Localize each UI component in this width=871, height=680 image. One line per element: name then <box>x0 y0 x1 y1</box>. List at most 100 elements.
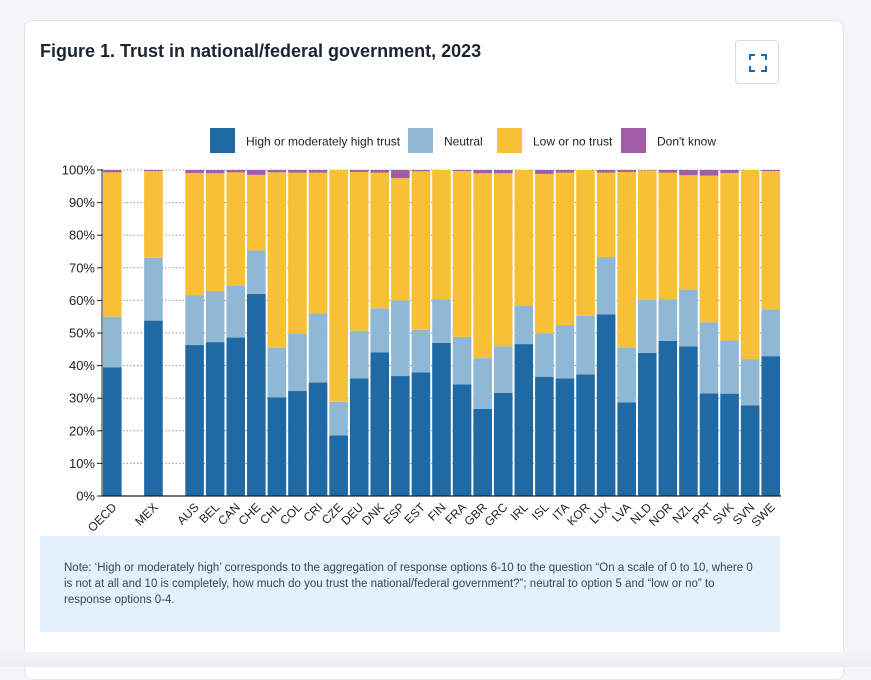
legend-label-neutral: Neutral <box>444 135 483 149</box>
bar-lva-neutral <box>617 347 636 402</box>
x-tick-label: MEX <box>132 500 160 528</box>
bar-can-high-or-moderately-high-trust <box>226 338 245 496</box>
bar-lva-don-t-know <box>617 170 636 172</box>
x-tick-label: IRL <box>508 500 531 523</box>
bar-aus-don-t-know <box>185 170 204 173</box>
page-footer-edge <box>0 652 871 667</box>
bar-prt-don-t-know <box>700 170 719 176</box>
bar-nzl-neutral <box>679 290 698 346</box>
bar-oecd-neutral <box>103 317 122 368</box>
y-tick-label: 30% <box>69 391 95 406</box>
bar-mex-high-or-moderately-high-trust <box>144 321 163 496</box>
bar-oecd-don-t-know <box>103 170 122 172</box>
bar-prt-high-or-moderately-high-trust <box>700 393 719 496</box>
bar-col-high-or-moderately-high-trust <box>288 391 307 496</box>
bar-grc-low-or-no-trust <box>494 173 513 346</box>
bar-nld-high-or-moderately-high-trust <box>638 353 657 496</box>
bar-che-don-t-know <box>247 170 266 175</box>
bar-cri-high-or-moderately-high-trust <box>309 383 328 496</box>
bar-che-low-or-no-trust <box>247 175 266 251</box>
x-tick-label: SWE <box>749 500 778 529</box>
bar-chl-low-or-no-trust <box>268 172 287 347</box>
expand-button[interactable] <box>735 40 779 84</box>
legend-label-high-or-moderately-high-trust: High or moderately high trust <box>246 135 401 149</box>
bar-swe-neutral <box>761 310 780 357</box>
bar-svk-neutral <box>720 341 739 394</box>
bar-fra-neutral <box>453 337 472 385</box>
bar-fra-high-or-moderately-high-trust <box>453 385 472 496</box>
bar-nld-low-or-no-trust <box>638 170 657 300</box>
bar-cze-neutral <box>329 402 348 436</box>
bar-gbr-high-or-moderately-high-trust <box>473 409 492 496</box>
bar-esp-high-or-moderately-high-trust <box>391 376 410 496</box>
bar-dnk-high-or-moderately-high-trust <box>370 352 389 496</box>
legend-label-low-or-no-trust: Low or no trust <box>533 135 613 149</box>
bar-lux-low-or-no-trust <box>597 173 616 257</box>
bar-lux-neutral <box>597 257 616 314</box>
bar-lva-high-or-moderately-high-trust <box>617 402 636 496</box>
y-tick-label: 50% <box>69 326 95 341</box>
x-tick-label: NZL <box>670 500 696 526</box>
bar-bel-low-or-no-trust <box>206 173 225 291</box>
bar-chl-neutral <box>268 348 287 398</box>
bar-svn-high-or-moderately-high-trust <box>741 405 760 496</box>
bar-aus-low-or-no-trust <box>185 173 204 296</box>
bar-dnk-low-or-no-trust <box>370 173 389 309</box>
bar-che-neutral <box>247 251 266 294</box>
bar-est-don-t-know <box>412 170 431 171</box>
bar-svk-low-or-no-trust <box>720 173 739 341</box>
bar-dnk-don-t-know <box>370 170 389 173</box>
figure-title: Figure 1. Trust in national/federal gove… <box>40 41 481 62</box>
y-tick-label: 60% <box>69 293 95 308</box>
bar-kor-low-or-no-trust <box>576 170 595 316</box>
bar-isl-high-or-moderately-high-trust <box>535 377 554 496</box>
bar-nor-don-t-know <box>659 170 678 173</box>
bar-nor-low-or-no-trust <box>659 173 678 299</box>
bar-nzl-high-or-moderately-high-trust <box>679 346 698 496</box>
bar-irl-low-or-no-trust <box>515 170 534 306</box>
legend-swatch-neutral <box>408 128 433 153</box>
bar-mex-low-or-no-trust <box>144 171 163 258</box>
bar-lux-don-t-know <box>597 170 616 173</box>
legend-swatch-low-or-no-trust <box>497 128 522 153</box>
bar-cze-low-or-no-trust <box>329 170 348 402</box>
legend-swatch-don-t-know <box>621 128 646 153</box>
bar-nor-high-or-moderately-high-trust <box>659 341 678 496</box>
bar-nld-neutral <box>638 300 657 353</box>
bar-fin-low-or-no-trust <box>432 170 451 299</box>
bar-ita-low-or-no-trust <box>556 173 575 326</box>
bar-ita-high-or-moderately-high-trust <box>556 378 575 496</box>
bar-swe-low-or-no-trust <box>761 171 780 310</box>
y-tick-label: 0% <box>76 489 95 504</box>
bar-deu-high-or-moderately-high-trust <box>350 378 369 496</box>
bar-can-don-t-know <box>226 170 245 172</box>
bar-aus-neutral <box>185 296 204 346</box>
bar-deu-don-t-know <box>350 170 369 172</box>
bar-ita-don-t-know <box>556 170 575 173</box>
x-tick-label: GRC <box>482 500 511 529</box>
bar-lva-low-or-no-trust <box>617 172 636 347</box>
bar-isl-low-or-no-trust <box>535 174 554 333</box>
bar-oecd-high-or-moderately-high-trust <box>103 367 122 496</box>
bar-esp-low-or-no-trust <box>391 178 410 300</box>
bar-bel-high-or-moderately-high-trust <box>206 342 225 496</box>
bar-fra-low-or-no-trust <box>453 171 472 337</box>
bar-fin-neutral <box>432 299 451 343</box>
bar-cri-low-or-no-trust <box>309 173 328 314</box>
x-tick-label: ISL <box>529 500 552 523</box>
bar-nor-neutral <box>659 299 678 341</box>
bar-svk-high-or-moderately-high-trust <box>720 394 739 496</box>
bar-svk-don-t-know <box>720 170 739 173</box>
bar-col-neutral <box>288 334 307 391</box>
bar-svn-neutral <box>741 359 760 405</box>
bar-aus-high-or-moderately-high-trust <box>185 345 204 496</box>
bar-kor-neutral <box>576 316 595 375</box>
bar-ita-neutral <box>556 326 575 379</box>
x-tick-label: LUX <box>587 500 613 526</box>
y-tick-label: 20% <box>69 423 95 438</box>
bar-bel-don-t-know <box>206 170 225 173</box>
bar-dnk-neutral <box>370 308 389 352</box>
bar-isl-neutral <box>535 333 554 376</box>
bar-can-low-or-no-trust <box>226 172 245 285</box>
